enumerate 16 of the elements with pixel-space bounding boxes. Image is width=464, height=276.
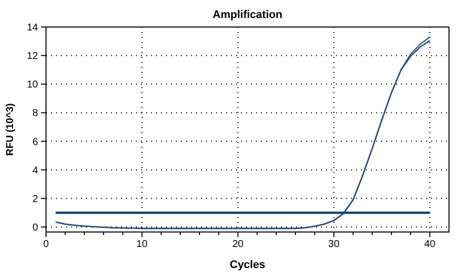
- y-tick-label: 4: [32, 165, 38, 176]
- x-tick-label: 10: [136, 239, 148, 250]
- x-tick-label: 0: [43, 239, 50, 250]
- y-tick-label: 12: [26, 51, 38, 62]
- y-axis-title: RFU (10^3): [5, 103, 16, 156]
- chart-title: Amplification: [212, 9, 283, 21]
- y-tick-label: 14: [26, 22, 38, 34]
- x-tick-label: 40: [424, 239, 436, 250]
- y-tick-label: 10: [26, 80, 38, 91]
- x-axis-title: Cycles: [230, 259, 266, 271]
- y-tick-label: 6: [32, 136, 38, 148]
- y-tick-label: 0: [32, 222, 38, 234]
- y-tick-label: 2: [32, 194, 38, 205]
- x-tick-label: 20: [232, 239, 244, 250]
- y-tick-label: 8: [32, 108, 38, 120]
- x-tick-label: 30: [328, 239, 340, 250]
